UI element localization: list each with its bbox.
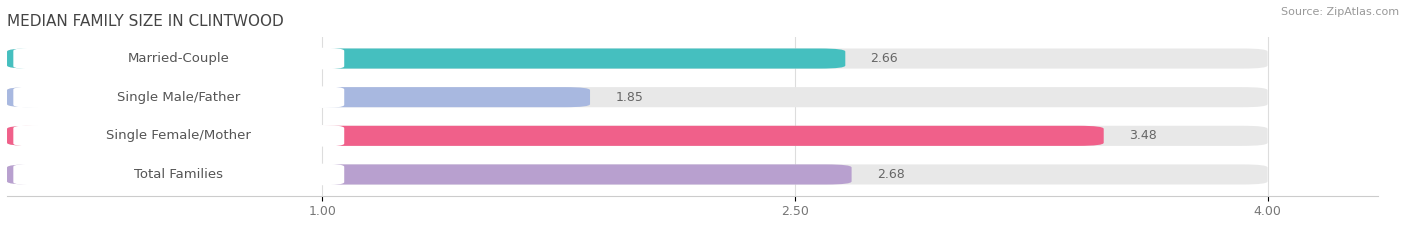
Text: Single Male/Father: Single Male/Father (117, 91, 240, 104)
FancyBboxPatch shape (13, 86, 344, 108)
FancyBboxPatch shape (13, 48, 344, 69)
Text: Total Families: Total Families (135, 168, 224, 181)
FancyBboxPatch shape (7, 164, 852, 185)
FancyBboxPatch shape (7, 126, 1268, 146)
Text: Single Female/Mother: Single Female/Mother (107, 129, 252, 142)
Text: 2.66: 2.66 (870, 52, 898, 65)
Text: 3.48: 3.48 (1129, 129, 1157, 142)
FancyBboxPatch shape (7, 87, 591, 107)
Text: 2.68: 2.68 (877, 168, 904, 181)
FancyBboxPatch shape (7, 48, 1268, 69)
Text: Source: ZipAtlas.com: Source: ZipAtlas.com (1281, 7, 1399, 17)
Text: MEDIAN FAMILY SIZE IN CLINTWOOD: MEDIAN FAMILY SIZE IN CLINTWOOD (7, 14, 284, 29)
Text: Married-Couple: Married-Couple (128, 52, 229, 65)
Text: 1.85: 1.85 (616, 91, 643, 104)
FancyBboxPatch shape (13, 164, 344, 185)
FancyBboxPatch shape (7, 164, 1268, 185)
FancyBboxPatch shape (7, 126, 1104, 146)
FancyBboxPatch shape (13, 125, 344, 147)
FancyBboxPatch shape (7, 48, 845, 69)
FancyBboxPatch shape (7, 87, 1268, 107)
